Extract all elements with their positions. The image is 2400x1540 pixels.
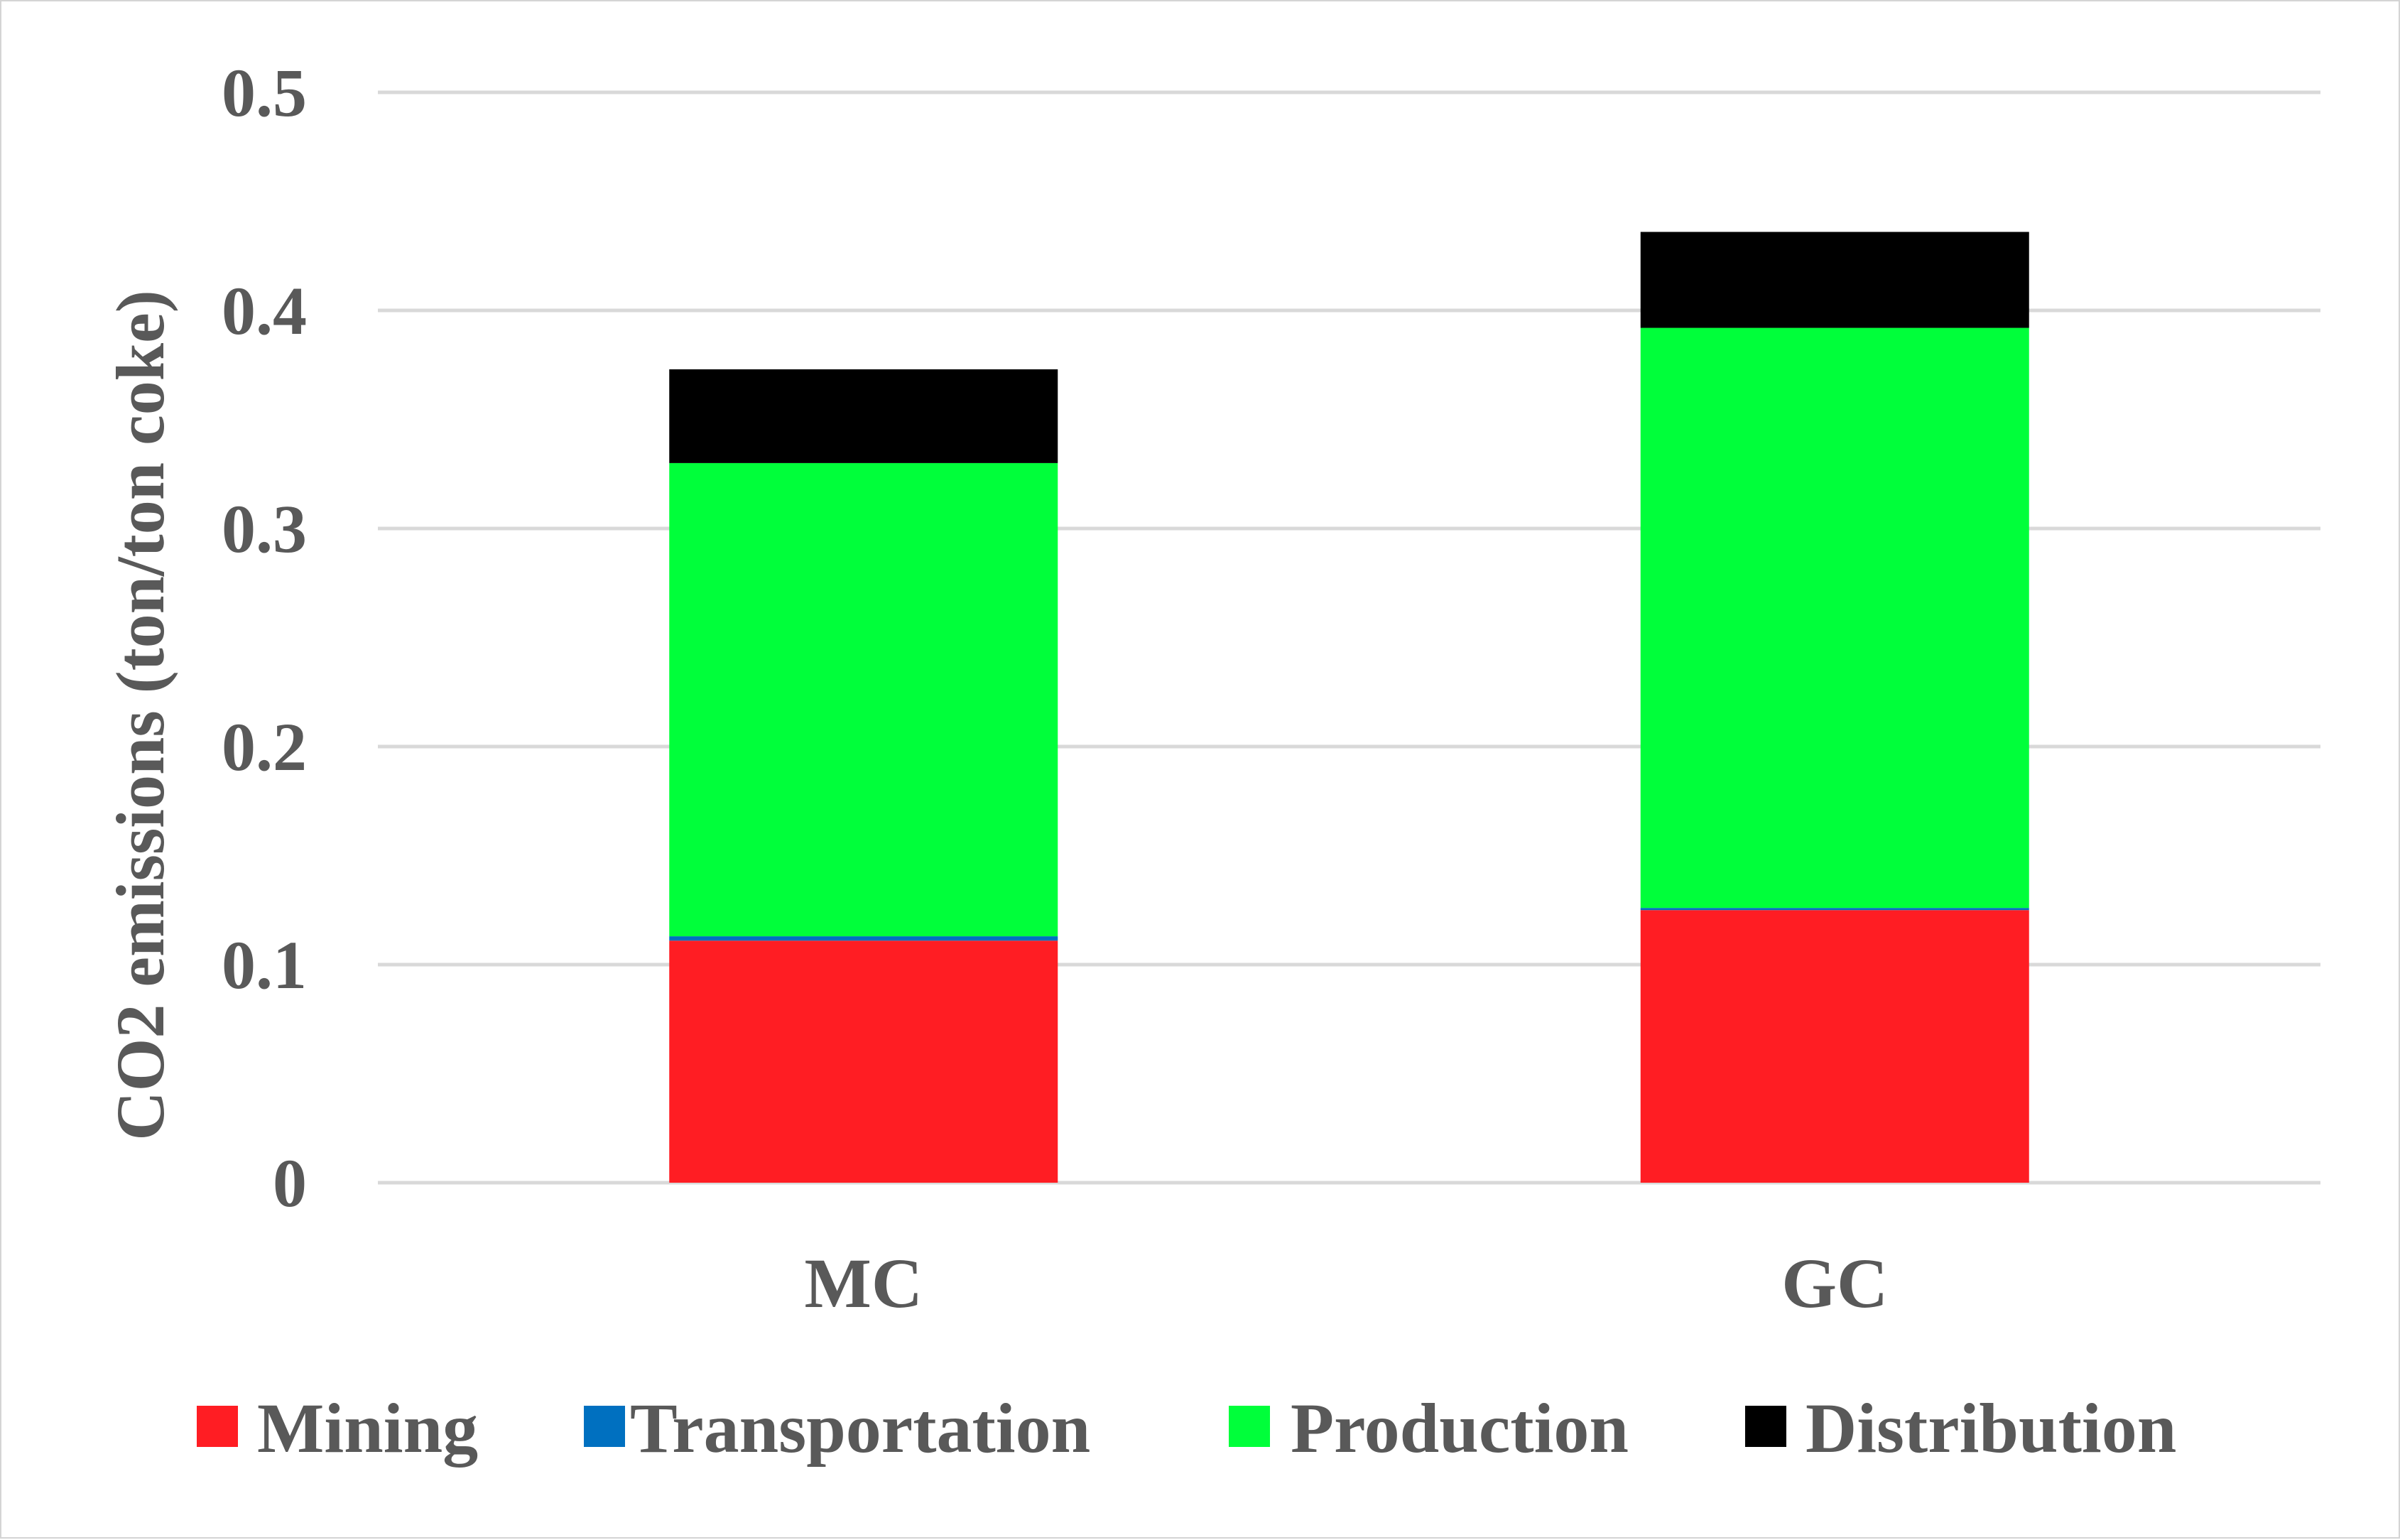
y-tick-labels: 0 0.1 0.2 0.3 0.4 0.5	[222, 55, 307, 1221]
legend-swatch-production	[1229, 1406, 1270, 1447]
x-category-label: GC	[1781, 1244, 1888, 1323]
bar-mc-transportation	[669, 936, 1058, 941]
x-category-label: MC	[804, 1244, 923, 1323]
bar-gc-mining	[1640, 910, 2029, 1183]
legend-label-mining: Mining	[257, 1389, 478, 1468]
legend-label-production: Production	[1291, 1389, 1629, 1468]
legend: Mining Transportation Production Distributi…	[197, 1389, 2176, 1468]
legend-label-distribution: Distribution	[1806, 1389, 2176, 1468]
legend-swatch-transportation	[584, 1406, 625, 1447]
bar-gc-production	[1640, 327, 2029, 909]
bar-mc-distribution	[669, 369, 1058, 463]
bars	[669, 232, 2029, 1183]
y-tick-label: 0.2	[222, 709, 307, 785]
bar-mc-mining	[669, 940, 1058, 1183]
bar-gc-distribution	[1640, 232, 2029, 328]
y-tick-label: 0.5	[222, 55, 307, 131]
bar-gc-transportation	[1640, 908, 2029, 911]
legend-label-transportation: Transportation	[630, 1389, 1090, 1468]
legend-swatch-mining	[197, 1406, 238, 1447]
y-tick-label: 0.4	[222, 273, 307, 349]
legend-swatch-distribution	[1745, 1406, 1786, 1447]
y-tick-label: 0.1	[222, 927, 307, 1003]
y-axis-title: CO2 emissions (ton/ton coke)	[102, 290, 178, 1140]
x-category-labels: MC GC	[804, 1244, 1888, 1323]
bar-mc-production	[669, 462, 1058, 937]
y-tick-label: 0.3	[222, 491, 307, 567]
y-tick-label: 0	[273, 1145, 307, 1221]
